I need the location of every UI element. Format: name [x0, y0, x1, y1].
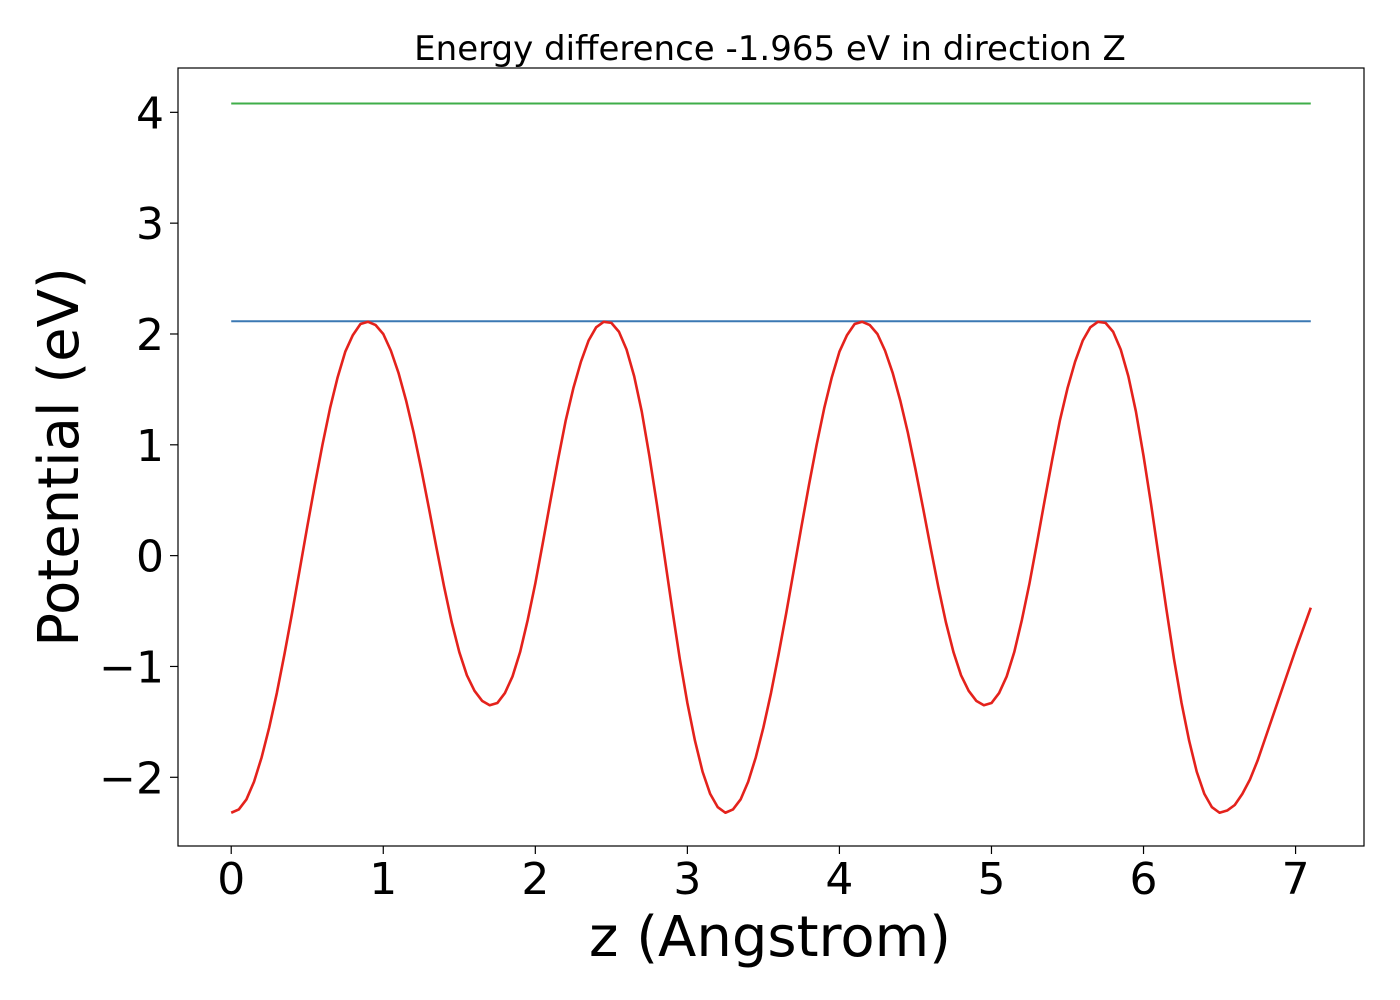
- x-axis-ticks: 0 1 2 3 4 5 6 7: [217, 846, 1310, 905]
- series-layer: [230, 102, 1313, 815]
- series-line-planar-averaged-potential: [230, 320, 1313, 815]
- y-tick-label: 0: [136, 532, 164, 583]
- x-tick-label: 3: [673, 854, 701, 905]
- y-tick-label: −1: [99, 642, 164, 693]
- y-axis-ticks: −2 −1 0 1 2 3 4: [99, 88, 178, 804]
- x-tick-label: 6: [1130, 854, 1158, 905]
- y-tick-label: 2: [136, 310, 164, 361]
- y-tick-label: −2: [99, 753, 164, 804]
- x-tick-label: 1: [369, 854, 397, 905]
- y-tick-label: 4: [136, 88, 164, 139]
- x-tick-label: 0: [217, 854, 245, 905]
- x-tick-label: 7: [1282, 854, 1310, 905]
- y-tick-label: 1: [136, 421, 164, 472]
- x-tick-label: 4: [825, 854, 853, 905]
- y-tick-label: 3: [136, 199, 164, 250]
- x-tick-label: 5: [977, 854, 1005, 905]
- chart-title: Energy difference -1.965 eV in direction…: [414, 29, 1126, 69]
- x-axis-label: z (Angstrom): [589, 905, 951, 970]
- plot-frame: [177, 67, 1365, 847]
- y-axis-label: Potential (eV): [27, 267, 92, 647]
- x-tick-label: 2: [521, 854, 549, 905]
